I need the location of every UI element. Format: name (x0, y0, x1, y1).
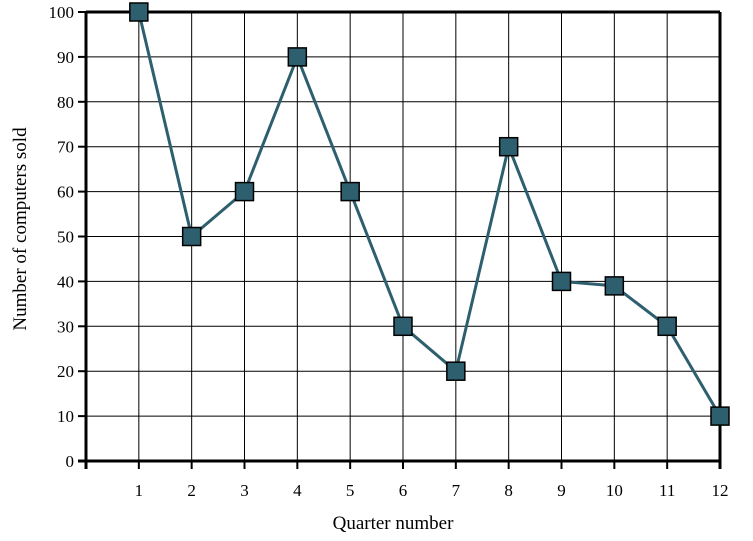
y-tick-label-0: 0 (66, 452, 75, 471)
x-tick-label-8: 8 (504, 481, 513, 500)
x-tick-label-12: 12 (712, 481, 729, 500)
x-tick-label-11: 11 (659, 481, 675, 500)
y-tick-label-60: 60 (57, 183, 74, 202)
data-point-q3 (234, 181, 255, 202)
data-point-q12 (710, 406, 730, 426)
grid-lines (86, 11, 721, 461)
data-point-q1 (129, 2, 149, 22)
x-tick-label-9: 9 (557, 481, 566, 500)
y-tick-label-80: 80 (57, 93, 74, 112)
y-tick-label-40: 40 (57, 272, 74, 291)
x-axis-label: Quarter number (333, 513, 454, 534)
y-tick-label-20: 20 (57, 362, 74, 381)
y-axis-label: Number of computers sold (10, 127, 31, 331)
y-tick-label-70: 70 (57, 138, 74, 157)
axes (78, 10, 722, 469)
y-tick-label-90: 90 (57, 48, 74, 67)
data-point-q7 (446, 361, 466, 381)
y-tick-label-100: 100 (49, 3, 75, 22)
x-tick-label-6: 6 (399, 481, 408, 500)
data-point-q9 (551, 271, 572, 292)
data-point-q2 (181, 226, 202, 247)
y-tick-label-30: 30 (57, 317, 74, 336)
data-point-q8 (498, 136, 519, 157)
data-point-q10 (604, 276, 625, 296)
series-group (129, 2, 730, 426)
series-line-0 (137, 11, 722, 417)
y-tick-label-50: 50 (57, 228, 74, 247)
x-tick-label-10: 10 (606, 481, 623, 500)
data-point-q11 (657, 316, 677, 337)
x-tick-label-3: 3 (240, 481, 249, 500)
data-point-q5 (340, 181, 360, 202)
x-tick-label-4: 4 (293, 481, 302, 500)
data-point-q4 (287, 47, 308, 67)
data-point-q6 (393, 316, 413, 337)
y-tick-label-10: 10 (57, 407, 74, 426)
x-tick-label-7: 7 (452, 481, 461, 500)
x-tick-label-2: 2 (187, 481, 196, 500)
x-tick-label-1: 1 (135, 481, 144, 500)
x-tick-label-5: 5 (346, 481, 355, 500)
